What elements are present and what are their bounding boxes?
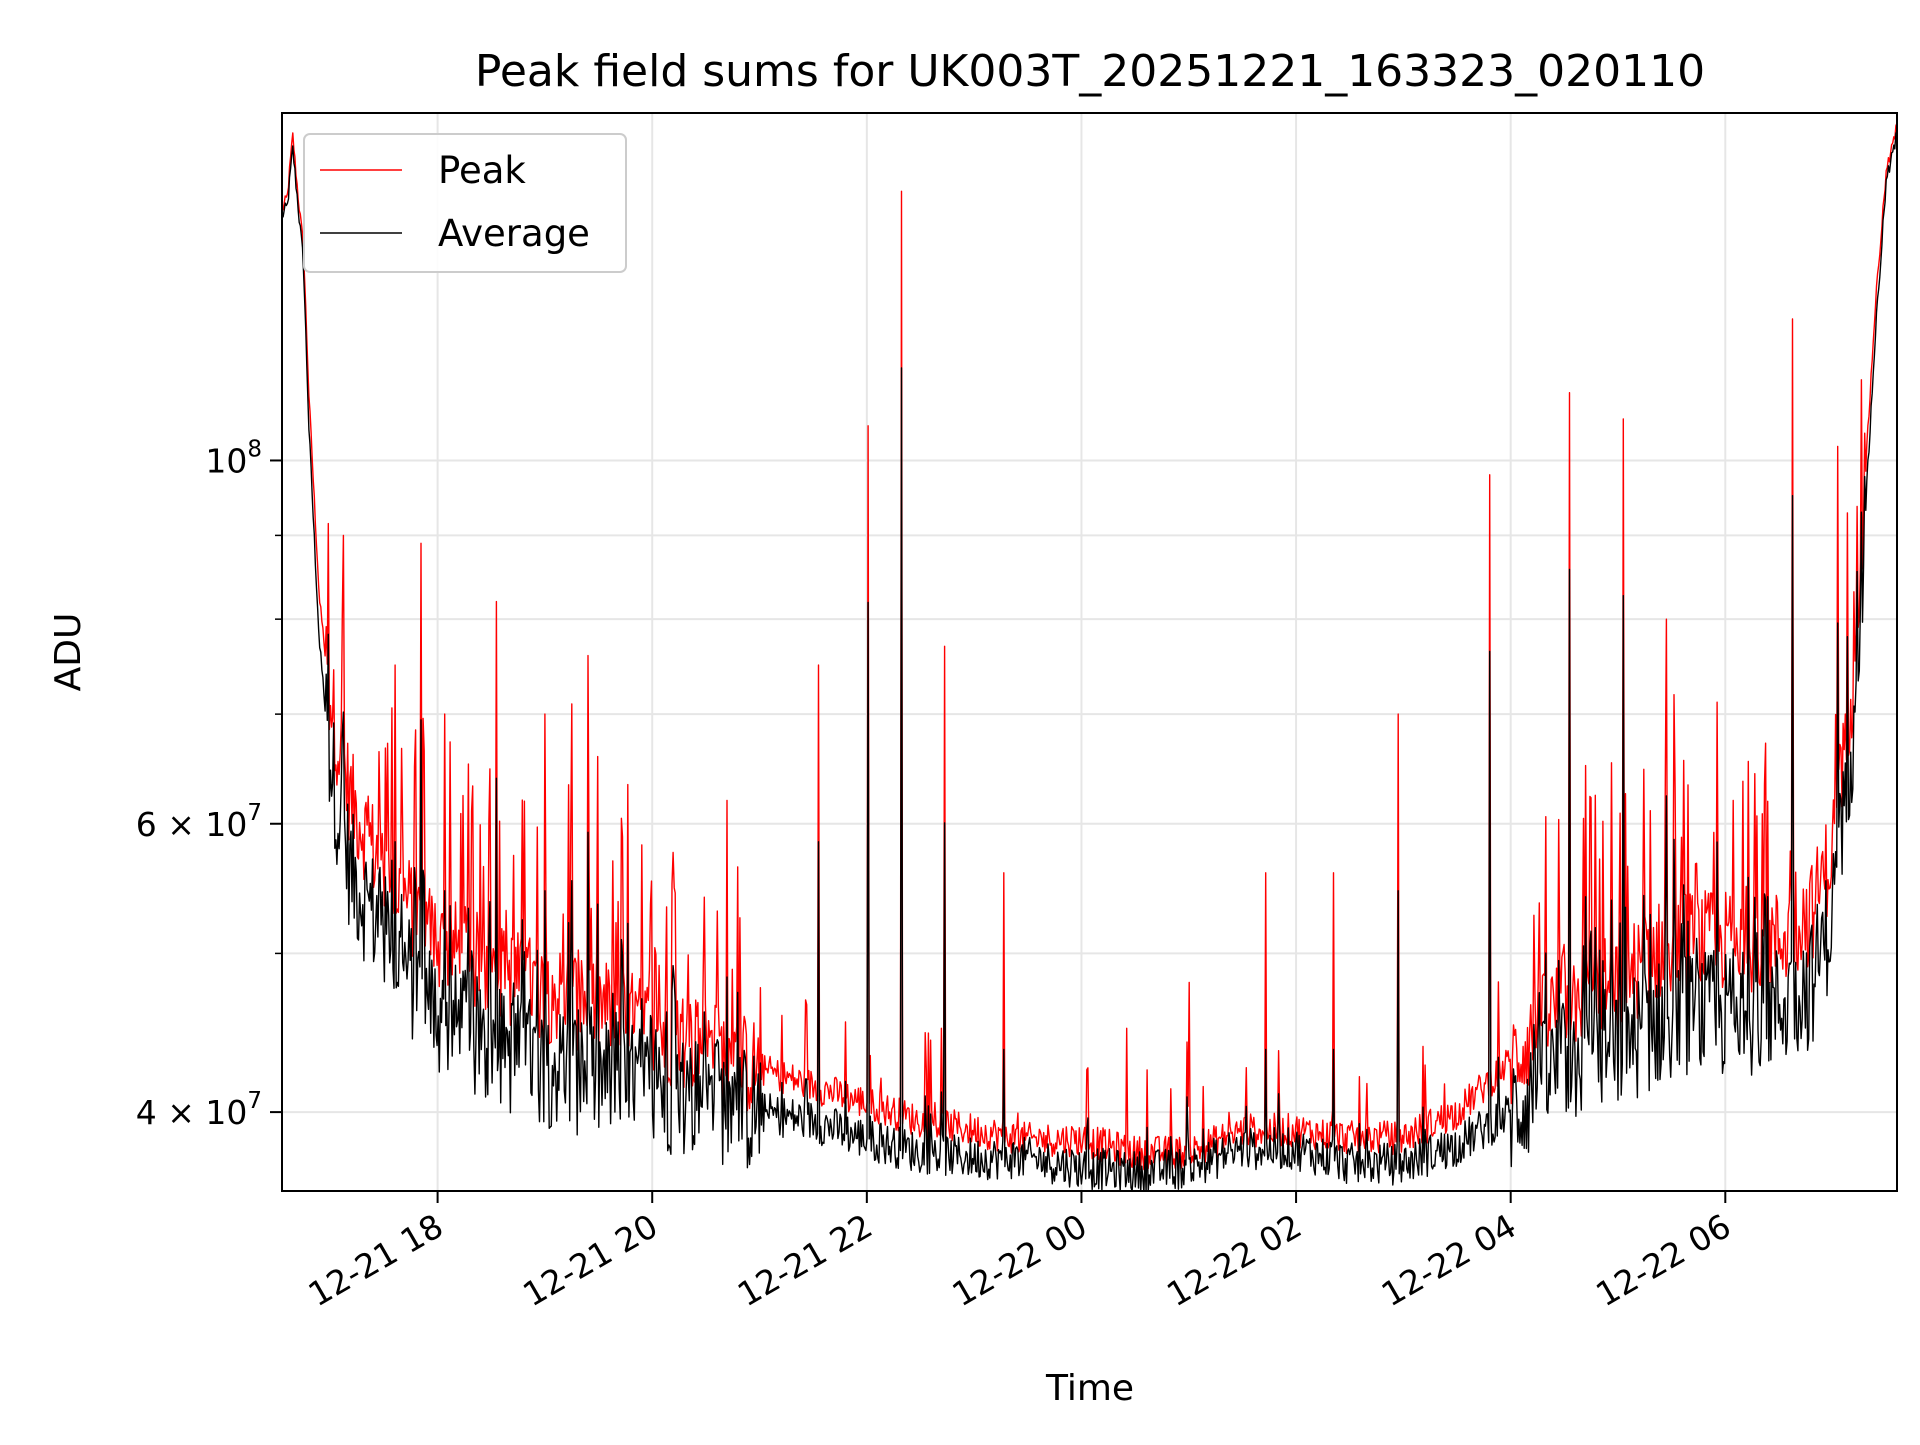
y-tick-label-base: 4 × 10 xyxy=(136,1093,248,1132)
series-layer xyxy=(282,122,1897,1191)
y-tick-label-exponent: 8 xyxy=(247,436,262,462)
y-tick-label: 4 × 107 xyxy=(136,1088,262,1132)
legend-label-peak: Peak xyxy=(438,149,526,192)
y-tick-label: 108 xyxy=(205,436,262,480)
legend-box xyxy=(303,133,627,273)
plot-frame xyxy=(281,112,1898,1192)
legend: Peak Average xyxy=(303,133,627,273)
series-line-average xyxy=(282,130,1897,1191)
y-tick-label-base: 10 xyxy=(205,441,247,480)
y-tick-label-exponent: 7 xyxy=(247,1088,262,1114)
x-axis-label: Time xyxy=(1045,1368,1134,1409)
y-tick-label-exponent: 7 xyxy=(247,800,262,826)
grid xyxy=(282,113,1897,1191)
legend-label-average: Average xyxy=(438,212,590,255)
y-tick-label: 6 × 107 xyxy=(136,800,262,844)
chart-title: Peak field sums for UK003T_20251221_1633… xyxy=(475,46,1705,97)
y-tick-label-base: 6 × 10 xyxy=(136,805,248,844)
y-axis-label: ADU xyxy=(48,613,89,692)
series-line-peak xyxy=(282,122,1897,1171)
